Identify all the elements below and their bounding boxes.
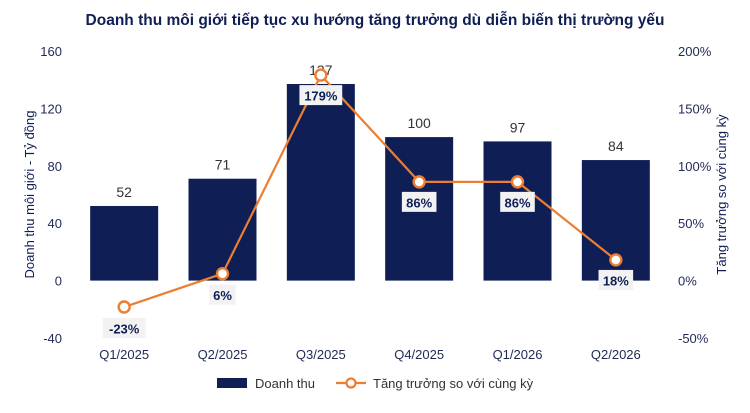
y-right-tick-label: 100% <box>678 159 712 174</box>
bar-revenue <box>286 84 355 281</box>
growth-point <box>609 253 623 267</box>
y-right-tick-label: 150% <box>678 101 712 116</box>
legend-line-marker <box>345 377 357 389</box>
growth-value-label: 86% <box>504 195 530 210</box>
y-right-tick-label: 50% <box>678 216 704 231</box>
legend-bar-swatch <box>217 378 247 388</box>
x-tick-label: Q2/2026 <box>591 347 641 362</box>
y-left-tick-label: 160 <box>40 44 62 59</box>
bar-value-label: 71 <box>215 157 231 173</box>
growth-value-label: 179% <box>304 89 338 104</box>
x-tick-label: Q4/2025 <box>394 347 444 362</box>
growth-label-box <box>598 269 634 290</box>
growth-point <box>314 68 328 82</box>
y-left-tick-label: 40 <box>48 216 62 231</box>
bar-revenue <box>188 178 257 281</box>
y-left-tick-label: 0 <box>55 274 62 289</box>
legend-bar-label: Doanh thu <box>255 376 315 391</box>
y-left-axis-label: Doanh thu môi giới - Tỷ đồng <box>22 111 37 279</box>
bar-value-label: 52 <box>116 184 132 200</box>
x-tick-label: Q2/2025 <box>198 347 248 362</box>
bar-value-label: 100 <box>407 115 431 131</box>
legend-line-label: Tăng trưởng so với cùng kỳ <box>373 376 534 391</box>
growth-label-box <box>500 191 535 212</box>
bar-value-label: 84 <box>608 138 624 154</box>
y-left-tick-label: -40 <box>43 331 62 346</box>
growth-point <box>117 300 131 314</box>
bar-value-label: 97 <box>510 119 526 135</box>
growth-label-box <box>299 85 343 106</box>
growth-label-box <box>102 318 146 339</box>
growth-label-box <box>209 284 236 305</box>
x-tick-label: Q1/2026 <box>493 347 543 362</box>
growth-label-box <box>401 191 437 212</box>
x-tick-label: Q1/2025 <box>99 347 149 362</box>
growth-value-label: -23% <box>109 322 140 337</box>
growth-point <box>510 175 525 189</box>
x-tick-label: Q3/2025 <box>296 347 346 362</box>
y-right-tick-label: 0% <box>678 274 697 289</box>
chart-title: Doanh thu môi giới tiếp tục xu hướng tăn… <box>86 12 665 29</box>
growth-value-label: 18% <box>603 273 629 288</box>
y-right-tick-label: -50% <box>678 331 709 346</box>
growth-point <box>412 175 426 189</box>
bar-revenue <box>90 205 159 281</box>
growth-point <box>215 267 230 281</box>
y-left-tick-label: 80 <box>48 159 62 174</box>
y-right-tick-label: 200% <box>678 44 712 59</box>
y-left-tick-label: 120 <box>40 101 62 116</box>
y-right-axis-label: Tăng trưởng so với cùng kỳ <box>714 114 729 275</box>
growth-value-label: 6% <box>213 288 232 303</box>
growth-value-label: 86% <box>406 195 432 210</box>
